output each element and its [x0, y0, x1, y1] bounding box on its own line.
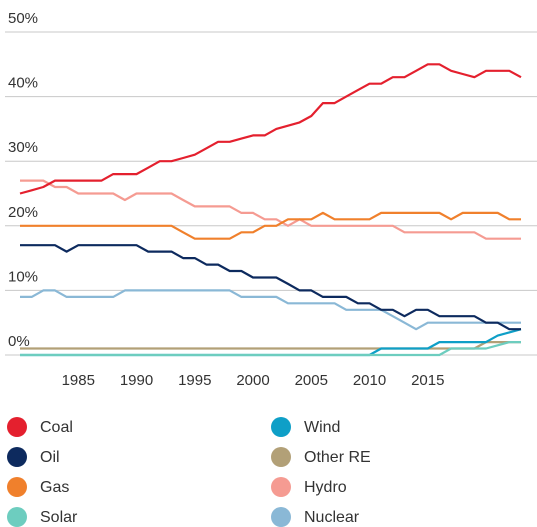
legend-swatch	[7, 447, 27, 467]
legend-swatch	[271, 417, 291, 437]
y-tick-label: 50%	[8, 10, 38, 27]
legend-label: Gas	[40, 479, 69, 496]
x-tick-label: 1995	[178, 372, 211, 389]
x-tick-label: 2010	[353, 372, 386, 389]
series-line	[20, 211, 521, 240]
legend-label: Nuclear	[304, 509, 360, 526]
series-line	[20, 341, 521, 350]
legend-label: Hydro	[304, 479, 347, 496]
legend-swatch	[7, 507, 27, 527]
x-tick-label: 2015	[411, 372, 444, 389]
y-tick-label: 40%	[8, 75, 38, 92]
legend-label: Other RE	[304, 449, 371, 466]
series-line	[20, 244, 521, 331]
series-line	[19, 63, 522, 195]
legend-swatch	[271, 477, 291, 497]
legend-label: Solar	[40, 509, 78, 526]
legend-swatch	[271, 507, 291, 527]
y-tick-label: 20%	[8, 204, 38, 221]
series-line	[20, 179, 521, 240]
x-tick-label: 1990	[120, 372, 153, 389]
legend-swatch	[7, 477, 27, 497]
legend-swatch	[271, 447, 291, 467]
series-line	[20, 289, 521, 331]
legend-label: Oil	[40, 449, 60, 466]
legend-swatch	[7, 417, 27, 437]
x-tick-label: 1985	[62, 372, 95, 389]
legend-label: Coal	[40, 419, 73, 436]
y-tick-label: 10%	[8, 268, 38, 285]
y-tick-label: 0%	[8, 333, 30, 350]
x-tick-label: 2005	[295, 372, 328, 389]
legend-label: Wind	[304, 419, 340, 436]
series-line	[20, 341, 521, 357]
x-tick-label: 2000	[236, 372, 269, 389]
y-tick-label: 30%	[8, 139, 38, 156]
